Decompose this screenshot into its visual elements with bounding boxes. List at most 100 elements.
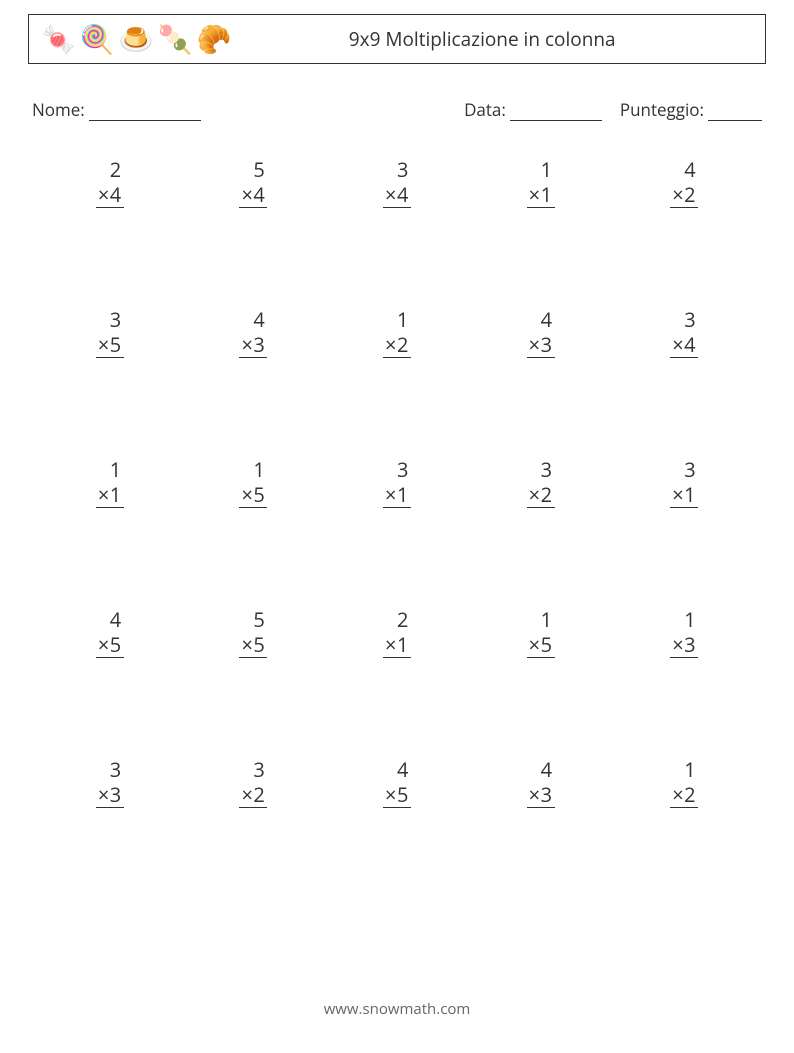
multiplication-problem: 3×4	[670, 307, 698, 358]
date-blank[interactable]	[510, 103, 602, 121]
multiplicand: 2	[96, 157, 124, 182]
multiplicand: 4	[96, 607, 124, 632]
multiplicand: 4	[527, 757, 555, 782]
worksheet-title: 9x9 Moltiplicazione in colonna	[231, 26, 753, 52]
multiplication-problem: 4×5	[383, 757, 411, 808]
multiplication-problem: 1×3	[670, 607, 698, 658]
problem-cell: 1×3	[612, 601, 756, 751]
score-blank[interactable]	[708, 103, 762, 121]
info-row: Nome: Data: Punteggio:	[28, 98, 766, 121]
multiplication-problem: 5×5	[239, 607, 267, 658]
multiplier-row: ×3	[239, 332, 267, 358]
problem-cell: 2×4	[38, 151, 182, 301]
multiplicand: 3	[383, 457, 411, 482]
multiplicand: 1	[527, 157, 555, 182]
multiplier-row: ×1	[670, 482, 698, 508]
multiplication-problem: 4×3	[527, 757, 555, 808]
problem-cell: 3×4	[612, 301, 756, 451]
problem-cell: 4×5	[38, 601, 182, 751]
multiplier-row: ×4	[96, 182, 124, 208]
multiplication-problem: 3×5	[96, 307, 124, 358]
problem-cell: 1×5	[469, 601, 613, 751]
multiplier-row: ×2	[670, 182, 698, 208]
multiplication-problem: 3×2	[239, 757, 267, 808]
date-field: Data:	[464, 98, 602, 121]
multiplier-row: ×2	[239, 782, 267, 808]
multiplication-problem: 1×2	[670, 757, 698, 808]
popsicle-icon: 🍡	[158, 25, 193, 53]
multiplication-problem: 2×4	[96, 157, 124, 208]
multiplication-problem: 3×4	[383, 157, 411, 208]
multiplier-row: ×2	[383, 332, 411, 358]
name-blank[interactable]	[89, 103, 201, 121]
pudding-icon: 🍮	[119, 25, 154, 53]
multiplicand: 1	[527, 607, 555, 632]
multiplier-row: ×5	[96, 632, 124, 658]
multiplier-row: ×2	[527, 482, 555, 508]
multiplicand: 3	[527, 457, 555, 482]
multiplier-row: ×1	[383, 482, 411, 508]
multiplier-row: ×1	[383, 632, 411, 658]
multiplicand: 1	[239, 457, 267, 482]
multiplicand: 3	[96, 307, 124, 332]
lollipop-icon: 🍭	[80, 25, 115, 53]
multiplier-row: ×4	[383, 182, 411, 208]
date-label: Data:	[464, 98, 506, 121]
problem-cell: 3×4	[325, 151, 469, 301]
problem-cell: 1×1	[469, 151, 613, 301]
problem-cell: 1×2	[325, 301, 469, 451]
multiplier-row: ×5	[96, 332, 124, 358]
problem-cell: 3×2	[182, 751, 326, 901]
multiplier-row: ×5	[527, 632, 555, 658]
problem-cell: 4×3	[469, 751, 613, 901]
multiplicand: 3	[96, 757, 124, 782]
multiplier-row: ×4	[239, 182, 267, 208]
multiplicand: 4	[239, 307, 267, 332]
multiplication-problem: 3×1	[670, 457, 698, 508]
problem-cell: 3×3	[38, 751, 182, 901]
multiplicand: 2	[383, 607, 411, 632]
problem-cell: 4×3	[469, 301, 613, 451]
problem-cell: 3×1	[612, 451, 756, 601]
score-field: Punteggio:	[620, 98, 762, 121]
multiplicand: 1	[670, 757, 698, 782]
problem-cell: 1×1	[38, 451, 182, 601]
problem-cell: 1×5	[182, 451, 326, 601]
name-field: Nome:	[32, 98, 201, 121]
name-label: Nome:	[32, 98, 85, 121]
multiplier-row: ×5	[239, 632, 267, 658]
multiplier-row: ×3	[670, 632, 698, 658]
multiplication-problem: 4×3	[239, 307, 267, 358]
multiplier-row: ×1	[527, 182, 555, 208]
multiplication-problem: 1×5	[527, 607, 555, 658]
multiplicand: 4	[670, 157, 698, 182]
footer-url: www.snowmath.com	[0, 999, 794, 1019]
multiplicand: 4	[383, 757, 411, 782]
multiplication-problem: 2×1	[383, 607, 411, 658]
candy-icon: 🍬	[41, 25, 76, 53]
multiplier-row: ×5	[239, 482, 267, 508]
worksheet-page: 🍬 🍭 🍮 🍡 🥐 9x9 Moltiplicazione in colonna…	[0, 0, 794, 1053]
problems-grid: 2×45×43×41×14×23×54×31×24×33×41×11×53×13…	[28, 151, 766, 901]
multiplication-problem: 5×4	[239, 157, 267, 208]
multiplier-row: ×4	[670, 332, 698, 358]
multiplier-row: ×1	[96, 482, 124, 508]
title-bar: 🍬 🍭 🍮 🍡 🥐 9x9 Moltiplicazione in colonna	[28, 14, 766, 64]
multiplicand: 3	[383, 157, 411, 182]
multiplication-problem: 4×5	[96, 607, 124, 658]
problem-cell: 5×5	[182, 601, 326, 751]
multiplication-problem: 3×3	[96, 757, 124, 808]
title-icons: 🍬 🍭 🍮 🍡 🥐	[41, 25, 231, 53]
multiplicand: 1	[96, 457, 124, 482]
multiplication-problem: 3×2	[527, 457, 555, 508]
multiplicand: 4	[527, 307, 555, 332]
multiplier-row: ×3	[96, 782, 124, 808]
croissant-icon: 🥐	[197, 25, 232, 53]
multiplicand: 3	[670, 307, 698, 332]
score-label: Punteggio:	[620, 98, 704, 121]
multiplicand: 1	[383, 307, 411, 332]
multiplication-problem: 3×1	[383, 457, 411, 508]
multiplication-problem: 4×2	[670, 157, 698, 208]
problem-cell: 1×2	[612, 751, 756, 901]
problem-cell: 4×2	[612, 151, 756, 301]
